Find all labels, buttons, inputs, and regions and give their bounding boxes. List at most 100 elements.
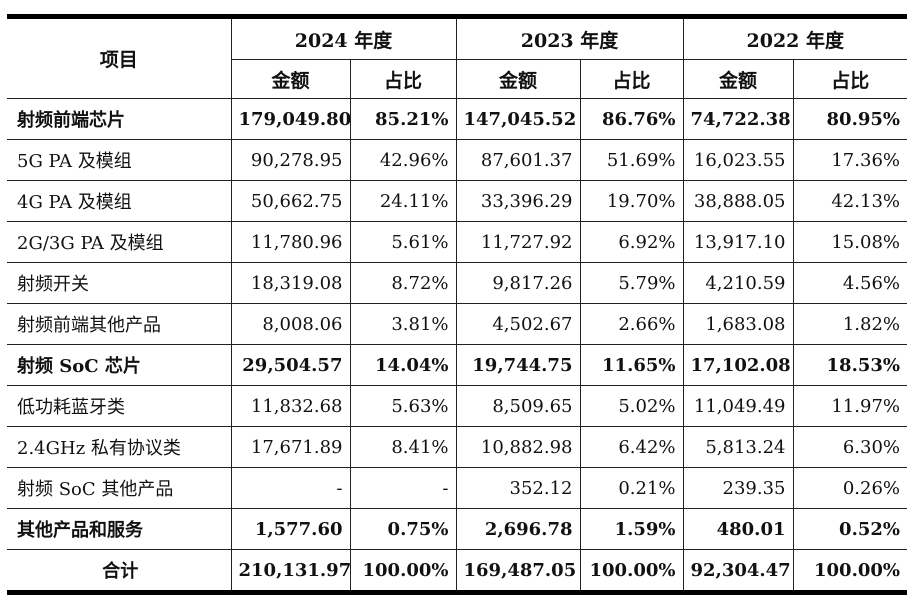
- cell-ratio-2022: 15.08%: [792, 221, 907, 263]
- cell-amount-2022: 16,023.55: [682, 139, 794, 181]
- header-row-years: 项目 2024 年度 2023 年度 2022 年度: [7, 19, 907, 99]
- row-label: 5G PA 及模组: [7, 139, 232, 181]
- header-amount: 金额: [231, 59, 351, 99]
- row-label: 其他产品和服务: [7, 508, 232, 550]
- cell-amount-2024: 210,131.97: [230, 549, 351, 590]
- cell-ratio-2022: 4.56%: [792, 262, 907, 304]
- cell-amount-2022: 38,888.05: [682, 180, 794, 222]
- cell-amount-2024: 18,319.08: [230, 262, 351, 304]
- cell-ratio-2024: -: [349, 467, 457, 509]
- header-year-2024: 2024 年度: [230, 19, 457, 60]
- row-label: 射频前端其他产品: [7, 303, 232, 345]
- cell-amount-2023: 169,487.05: [455, 549, 581, 590]
- cell-ratio-2022: 11.97%: [792, 385, 907, 427]
- table-row: 射频前端其他产品 8,008.06 3.81% 4,502.67 2.66% 1,683.…: [7, 303, 907, 345]
- cell-ratio-2024: 3.81%: [349, 303, 457, 345]
- top-rule: [7, 14, 907, 19]
- cell-amount-2023: 19,744.75: [455, 344, 581, 386]
- cell-ratio-2022: 17.36%: [792, 139, 907, 181]
- cell-amount-2022: 11,049.49: [682, 385, 794, 427]
- cell-ratio-2023: 6.42%: [579, 426, 684, 468]
- cell-amount-2022: 5,813.24: [682, 426, 794, 468]
- cell-ratio-2022: 0.52%: [792, 508, 907, 550]
- cell-ratio-2022: 6.30%: [792, 426, 907, 468]
- cell-amount-2023: 87,601.37: [455, 139, 581, 181]
- cell-ratio-2023: 51.69%: [579, 139, 684, 181]
- cell-amount-2024: 179,049.80: [230, 98, 351, 140]
- cell-amount-2023: 11,727.92: [455, 221, 581, 263]
- cell-amount-2024: -: [230, 467, 351, 509]
- cell-ratio-2024: 8.41%: [349, 426, 457, 468]
- cell-ratio-2023: 5.79%: [579, 262, 684, 304]
- cell-amount-2023: 2,696.78: [455, 508, 581, 550]
- cell-amount-2022: 239.35: [682, 467, 794, 509]
- cell-amount-2023: 9,817.26: [455, 262, 581, 304]
- table-row: 低功耗蓝牙类 11,832.68 5.63% 8,509.65 5.02% 11,049.…: [7, 385, 907, 427]
- cell-ratio-2023: 1.59%: [579, 508, 684, 550]
- cell-ratio-2022: 18.53%: [792, 344, 907, 386]
- row-label: 射频 SoC 芯片: [7, 344, 232, 386]
- cell-amount-2023: 4,502.67: [455, 303, 581, 345]
- cell-amount-2024: 90,278.95: [230, 139, 351, 181]
- header-ratio: 占比: [792, 59, 907, 99]
- cell-amount-2022: 13,917.10: [682, 221, 794, 263]
- cell-amount-2024: 11,832.68: [230, 385, 351, 427]
- cell-amount-2024: 1,577.60: [230, 508, 351, 550]
- row-label: 射频前端芯片: [7, 98, 232, 140]
- cell-amount-2024: 29,504.57: [230, 344, 351, 386]
- table-row: 射频开关 18,319.08 8.72% 9,817.26 5.79% 4,210.59 4…: [7, 262, 907, 304]
- cell-ratio-2022: 42.13%: [792, 180, 907, 222]
- cell-amount-2023: 33,396.29: [455, 180, 581, 222]
- cell-amount-2022: 92,304.47: [682, 549, 794, 590]
- cell-amount-2022: 74,722.38: [682, 98, 794, 140]
- cell-ratio-2024: 85.21%: [349, 98, 457, 140]
- bottom-rule: [7, 590, 907, 595]
- cell-amount-2024: 8,008.06: [230, 303, 351, 345]
- cell-amount-2022: 17,102.08: [682, 344, 794, 386]
- cell-amount-2022: 1,683.08: [682, 303, 794, 345]
- cell-ratio-2022: 1.82%: [792, 303, 907, 345]
- cell-ratio-2023: 2.66%: [579, 303, 684, 345]
- table-row: 射频 SoC 其他产品 - -352.12 0.21% 239.35 0.26%: [7, 467, 907, 509]
- row-label: 4G PA 及模组: [7, 180, 232, 222]
- table-row: 2G/3G PA 及模组 11,780.96 5.61% 11,727.92 6.92%…: [7, 221, 907, 263]
- cell-ratio-2022: 80.95%: [792, 98, 907, 140]
- cell-ratio-2023: 19.70%: [579, 180, 684, 222]
- cell-ratio-2023: 5.02%: [579, 385, 684, 427]
- cell-amount-2023: 352.12: [455, 467, 581, 509]
- header-item: 项目: [7, 19, 232, 99]
- cell-ratio-2024: 24.11%: [349, 180, 457, 222]
- header-amount: 金额: [682, 59, 794, 99]
- row-label: 2.4GHz 私有协议类: [7, 426, 232, 468]
- table-row: 4G PA 及模组 50,662.75 24.11% 33,396.29 19.70% 3…: [7, 180, 907, 222]
- cell-amount-2023: 8,509.65: [455, 385, 581, 427]
- cell-ratio-2024: 5.63%: [349, 385, 457, 427]
- row-label: 合计: [7, 549, 232, 590]
- row-label: 2G/3G PA 及模组: [7, 221, 232, 263]
- header-amount: 金额: [455, 59, 581, 99]
- header-year-2023: 2023 年度: [455, 19, 684, 60]
- revenue-table-container: 项目 2024 年度 2023 年度 2022 年度 金额 占比 金额 占比 金…: [7, 14, 907, 595]
- table-row: 5G PA 及模组 90,278.95 42.96% 87,601.37 51.69% 1…: [7, 139, 907, 181]
- revenue-breakdown-table: 项目 2024 年度 2023 年度 2022 年度 金额 占比 金额 占比 金…: [7, 19, 907, 590]
- cell-ratio-2023: 0.21%: [579, 467, 684, 509]
- row-label: 低功耗蓝牙类: [7, 385, 232, 427]
- cell-ratio-2024: 0.75%: [349, 508, 457, 550]
- cell-amount-2023: 10,882.98: [455, 426, 581, 468]
- table-row: 2.4GHz 私有协议类 17,671.89 8.41% 10,882.98 6.42%…: [7, 426, 907, 468]
- cell-amount-2024: 11,780.96: [230, 221, 351, 263]
- table-row: 其他产品和服务 1,577.60 0.75% 2,696.78 1.59% 480.01 0…: [7, 508, 907, 550]
- cell-ratio-2024: 5.61%: [349, 221, 457, 263]
- header-ratio: 占比: [579, 59, 684, 99]
- row-label: 射频开关: [7, 262, 232, 304]
- cell-ratio-2023: 86.76%: [579, 98, 684, 140]
- table-row: 射频前端芯片 179,049.80 85.21% 147,045.52 86.76% 74…: [7, 98, 907, 140]
- row-label: 射频 SoC 其他产品: [7, 467, 232, 509]
- cell-ratio-2022: 100.00%: [792, 549, 907, 590]
- table-row: 射频 SoC 芯片 29,504.57 14.04% 19,744.75 11.65% 1…: [7, 344, 907, 386]
- header-year-2022: 2022 年度: [682, 19, 907, 60]
- cell-amount-2024: 17,671.89: [230, 426, 351, 468]
- cell-ratio-2023: 6.92%: [579, 221, 684, 263]
- cell-amount-2022: 4,210.59: [682, 262, 794, 304]
- table-row: 合计 210,131.97 100.00% 169,487.05 100.00% 92,3…: [7, 549, 907, 590]
